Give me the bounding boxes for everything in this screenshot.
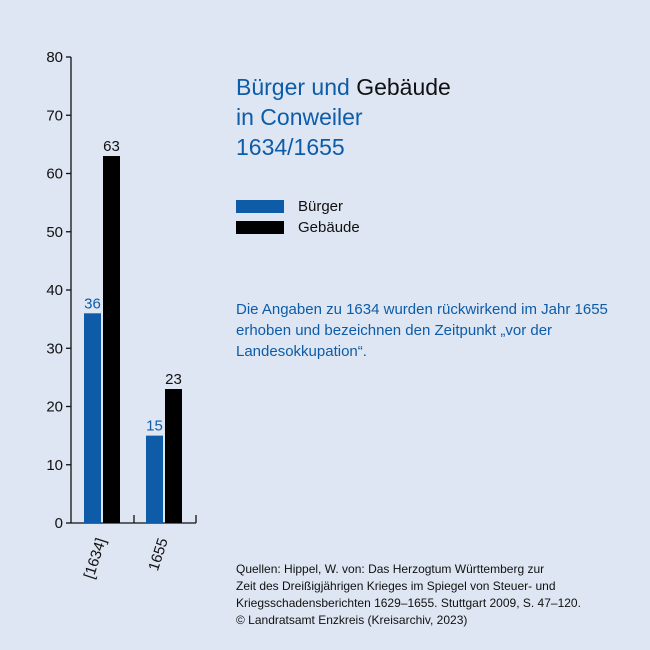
sources-block: Quellen: Hippel, W. von: Das Herzogtum W… xyxy=(236,561,636,629)
x-tick-label: [1634] xyxy=(81,536,110,581)
copyright-line: © Landratsamt Enzkreis (Kreisarchiv, 202… xyxy=(236,613,468,627)
source-line: Quellen: Hippel, W. von: Das Herzogtum W… xyxy=(236,562,545,576)
legend-swatch-gebaeude xyxy=(236,221,284,234)
bar-gebaeude xyxy=(165,389,182,523)
bar-buerger xyxy=(146,435,163,523)
note-text: Die Angaben zu 1634 wurden rückwirkend i… xyxy=(236,301,608,360)
y-tick-label: 40 xyxy=(46,282,63,299)
x-tick-label: 1655 xyxy=(145,536,171,573)
legend-item-buerger: Bürger xyxy=(236,196,360,217)
data-label: 36 xyxy=(84,295,101,312)
y-tick-label: 70 xyxy=(46,107,63,124)
y-tick-label: 30 xyxy=(46,340,63,357)
source-line: Zeit des Dreißigjährigen Krieges im Spie… xyxy=(236,579,556,593)
title-part-gebaeude: Gebäude xyxy=(356,74,451,100)
chart-title: Bürger und Gebäude in Conweiler 1634/165… xyxy=(236,72,451,162)
legend-label-gebaeude: Gebäude xyxy=(298,219,360,236)
title-line-2: in Conweiler xyxy=(236,104,363,130)
y-tick-label: 20 xyxy=(46,399,63,416)
title-line-3: 1634/1655 xyxy=(236,134,345,160)
data-label: 23 xyxy=(165,371,182,388)
y-tick-label: 0 xyxy=(55,515,63,532)
y-tick-label: 10 xyxy=(46,457,63,474)
data-label: 15 xyxy=(146,418,163,435)
bar-buerger xyxy=(84,313,101,523)
legend-item-gebaeude: Gebäude xyxy=(236,217,360,238)
data-label: 63 xyxy=(103,138,120,155)
y-tick-label: 80 xyxy=(46,49,63,66)
source-line: Kriegsschadensberichten 1629–1655. Stutt… xyxy=(236,596,581,610)
y-tick-label: 60 xyxy=(46,166,63,183)
title-part-buerger: Bürger und xyxy=(236,74,357,100)
bar-gebaeude xyxy=(103,156,120,523)
legend-label-buerger: Bürger xyxy=(298,198,344,215)
y-tick-label: 50 xyxy=(46,224,63,241)
legend: Bürger Gebäude xyxy=(236,196,360,238)
legend-swatch-buerger xyxy=(236,200,284,213)
